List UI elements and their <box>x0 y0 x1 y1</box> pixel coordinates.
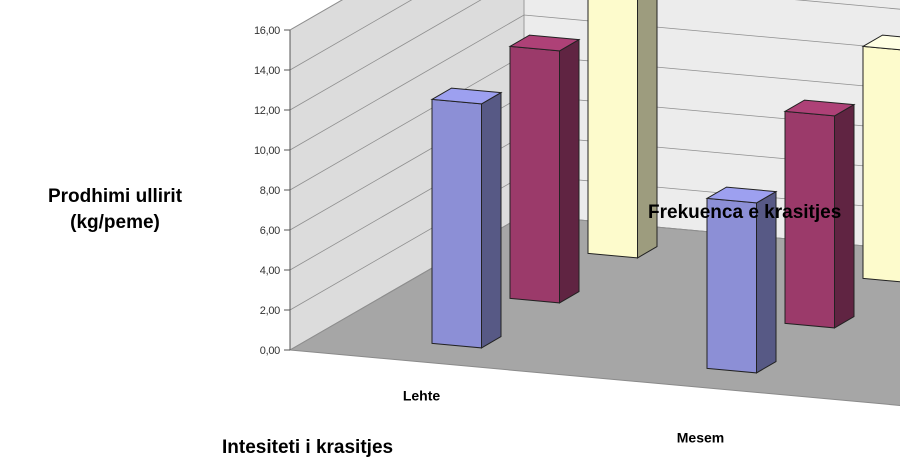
y-tick-label: 10,00 <box>254 145 280 157</box>
bar-top <box>705 186 778 204</box>
y-axis-label: Prodhimi ullirit (kg/peme) <box>47 186 183 233</box>
bar <box>508 34 581 304</box>
depth-axis-label: Frekuenca e krasitjes <box>648 202 842 223</box>
bar-front <box>431 98 482 349</box>
y-tick-label: 16,00 <box>254 25 280 37</box>
bar <box>783 99 856 329</box>
y-tick-label: 4,00 <box>260 265 280 277</box>
y-tick-label: 8,00 <box>260 185 280 197</box>
y-tick-labels: 0,00 2,00 4,00 6,00 8,00 10,00 12,00 14,00 16,00 <box>254 25 281 357</box>
gridline <box>289 0 413 71</box>
y-tick-label: 14,00 <box>254 65 280 77</box>
y-tick-label: 0,00 <box>260 345 280 357</box>
bar-front <box>509 45 560 304</box>
bar <box>430 87 503 349</box>
bar <box>587 0 658 259</box>
x-axis-label: Intesiteti i krasitjes <box>222 437 394 458</box>
bar-side <box>559 38 580 304</box>
bar-top <box>508 34 581 52</box>
y-tick-label: 2,00 <box>260 305 280 317</box>
bar-top <box>783 99 856 117</box>
bar <box>705 186 778 374</box>
x-tick-label: Lehte <box>403 388 441 404</box>
gridline <box>289 14 900 151</box>
bar-top <box>861 34 900 51</box>
bar-side <box>637 0 658 259</box>
bar-side <box>481 91 502 349</box>
gridline <box>289 0 900 111</box>
y-tick-label: 12,00 <box>254 105 280 117</box>
y-tick-label: 6,00 <box>260 225 280 237</box>
x-tick-label: Mesem <box>677 430 724 446</box>
bar <box>861 34 900 283</box>
bar-front <box>862 45 900 283</box>
bars <box>430 0 900 374</box>
bar-front <box>587 0 638 259</box>
bar-front <box>706 197 757 374</box>
bar-top <box>430 87 503 105</box>
x-tick-labels: LehteMesemRende <box>403 388 724 446</box>
